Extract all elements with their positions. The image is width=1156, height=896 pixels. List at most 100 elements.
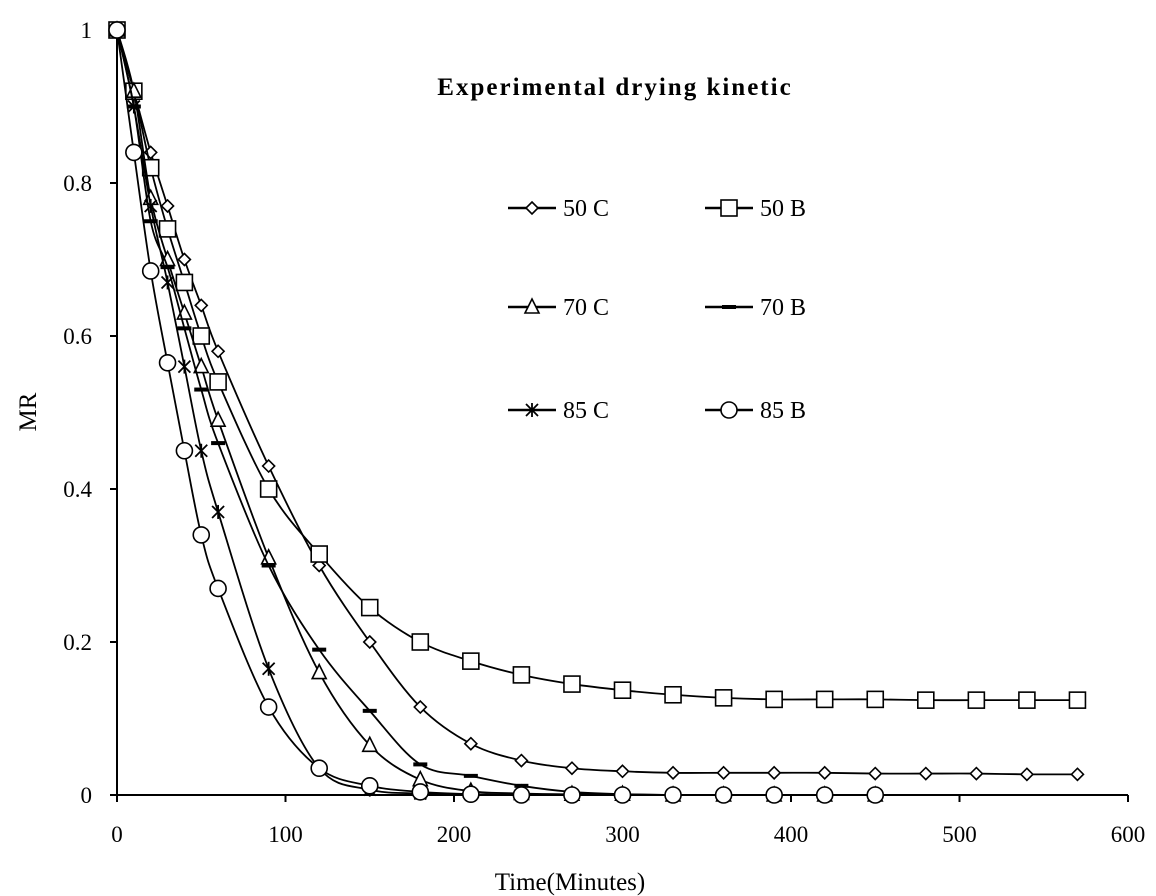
data-point-square	[967, 691, 986, 709]
data-point-star	[262, 661, 276, 676]
x-tick-label: 100	[268, 822, 303, 847]
data-point-dash	[177, 326, 192, 331]
data-point-circle	[866, 786, 885, 804]
data-point-square	[1018, 691, 1036, 709]
y-axis-label: MR	[15, 392, 42, 431]
data-point-dash	[514, 783, 529, 788]
data-point-triangle	[209, 410, 227, 427]
y-tick-label: 0.6	[63, 324, 92, 349]
axes: 0 100 200 300 400 500 600 0 0.2 0.4 0.6 0.8 1	[63, 18, 1145, 847]
x-tick-label: 200	[437, 822, 472, 847]
series-50-b	[108, 21, 1087, 709]
series-85-b	[108, 21, 885, 804]
data-point-square	[720, 199, 738, 217]
legend-item-85-c: 85 C	[508, 398, 609, 424]
y-tick-label: 1	[81, 18, 93, 43]
data-point-circle	[192, 526, 211, 544]
data-point-square	[192, 327, 211, 345]
data-point-circle	[765, 786, 783, 804]
legend-label: 85 C	[563, 398, 609, 424]
y-tick-label: 0.4	[63, 477, 92, 502]
data-point-square	[360, 598, 379, 617]
data-point-diamond	[716, 765, 731, 780]
legend-label: 70 B	[760, 295, 806, 321]
chart-title: Experimental drying kinetic	[437, 74, 792, 101]
series-layer	[108, 20, 1087, 804]
data-point-diamond	[160, 198, 175, 214]
data-point-diamond	[1019, 767, 1035, 782]
data-point-dash	[194, 387, 209, 392]
data-point-circle	[613, 786, 632, 804]
data-point-circle	[411, 783, 430, 801]
data-point-square	[310, 545, 329, 563]
data-point-diamond	[767, 765, 782, 780]
data-point-diamond	[413, 699, 428, 715]
data-point-square	[563, 675, 581, 693]
data-point-dash	[362, 708, 377, 713]
data-point-star	[525, 403, 539, 417]
data-point-dash	[413, 762, 428, 767]
data-point-circle	[512, 786, 531, 804]
data-point-circle	[175, 441, 194, 460]
data-point-diamond	[194, 298, 209, 313]
data-point-square	[462, 652, 480, 670]
data-point-square	[815, 690, 834, 709]
data-point-circle	[310, 759, 329, 778]
data-point-triangle	[361, 735, 379, 753]
data-point-square	[209, 373, 227, 391]
data-point-circle	[141, 262, 160, 280]
data-point-circle	[563, 786, 581, 804]
data-point-diamond	[210, 344, 226, 359]
data-point-square	[158, 220, 177, 238]
data-point-circle	[125, 143, 143, 162]
data-point-square	[916, 691, 935, 709]
legend-item-50-b: 50 B	[705, 196, 806, 222]
data-point-diamond	[868, 766, 883, 781]
data-point-circle	[815, 786, 834, 804]
data-point-square	[1068, 691, 1087, 709]
data-point-dash	[261, 563, 276, 568]
data-point-dash	[143, 219, 158, 224]
legend-label: 50 C	[563, 196, 609, 222]
data-point-star	[211, 504, 225, 519]
data-point-diamond	[969, 766, 984, 781]
data-point-circle	[108, 21, 126, 39]
data-point-circle	[720, 401, 738, 419]
data-point-square	[664, 685, 682, 704]
data-point-star	[160, 275, 175, 290]
data-point-triangle	[192, 356, 210, 374]
legend-item-70-b: 70 B	[705, 295, 806, 321]
data-point-square	[411, 633, 430, 651]
data-point-circle	[714, 786, 733, 804]
data-point-diamond	[524, 200, 540, 216]
data-point-dash	[312, 647, 327, 652]
data-point-diamond	[615, 764, 630, 779]
legend-item-85-b: 85 B	[705, 398, 806, 424]
x-axis-label: Time(Minutes)	[495, 869, 645, 896]
data-point-triangle	[523, 297, 541, 314]
data-point-square	[175, 273, 194, 292]
data-point-diamond	[362, 634, 377, 650]
data-point-diamond	[463, 736, 478, 751]
data-point-circle	[462, 785, 480, 804]
data-point-dash	[722, 305, 736, 309]
data-point-square	[259, 480, 278, 498]
data-point-circle	[259, 698, 278, 716]
data-point-square	[613, 681, 632, 699]
data-point-circle	[360, 777, 379, 795]
legend: 50 C 50 B 70 C 70 B 85 C 85 B	[508, 196, 806, 424]
data-point-square	[765, 690, 783, 709]
legend-item-70-c: 70 C	[508, 295, 609, 321]
x-tick-label: 400	[774, 822, 809, 847]
data-point-diamond	[918, 766, 933, 781]
data-point-star	[144, 198, 158, 213]
data-point-dash	[160, 265, 175, 270]
y-tick-label: 0	[81, 783, 93, 808]
x-tick-label: 600	[1111, 822, 1146, 847]
legend-item-50-c: 50 C	[508, 196, 609, 222]
data-point-diamond	[564, 761, 580, 776]
data-point-square	[714, 689, 733, 707]
y-tick-label: 0.2	[63, 630, 92, 655]
legend-label: 50 B	[760, 196, 806, 222]
data-point-diamond	[1070, 767, 1085, 782]
